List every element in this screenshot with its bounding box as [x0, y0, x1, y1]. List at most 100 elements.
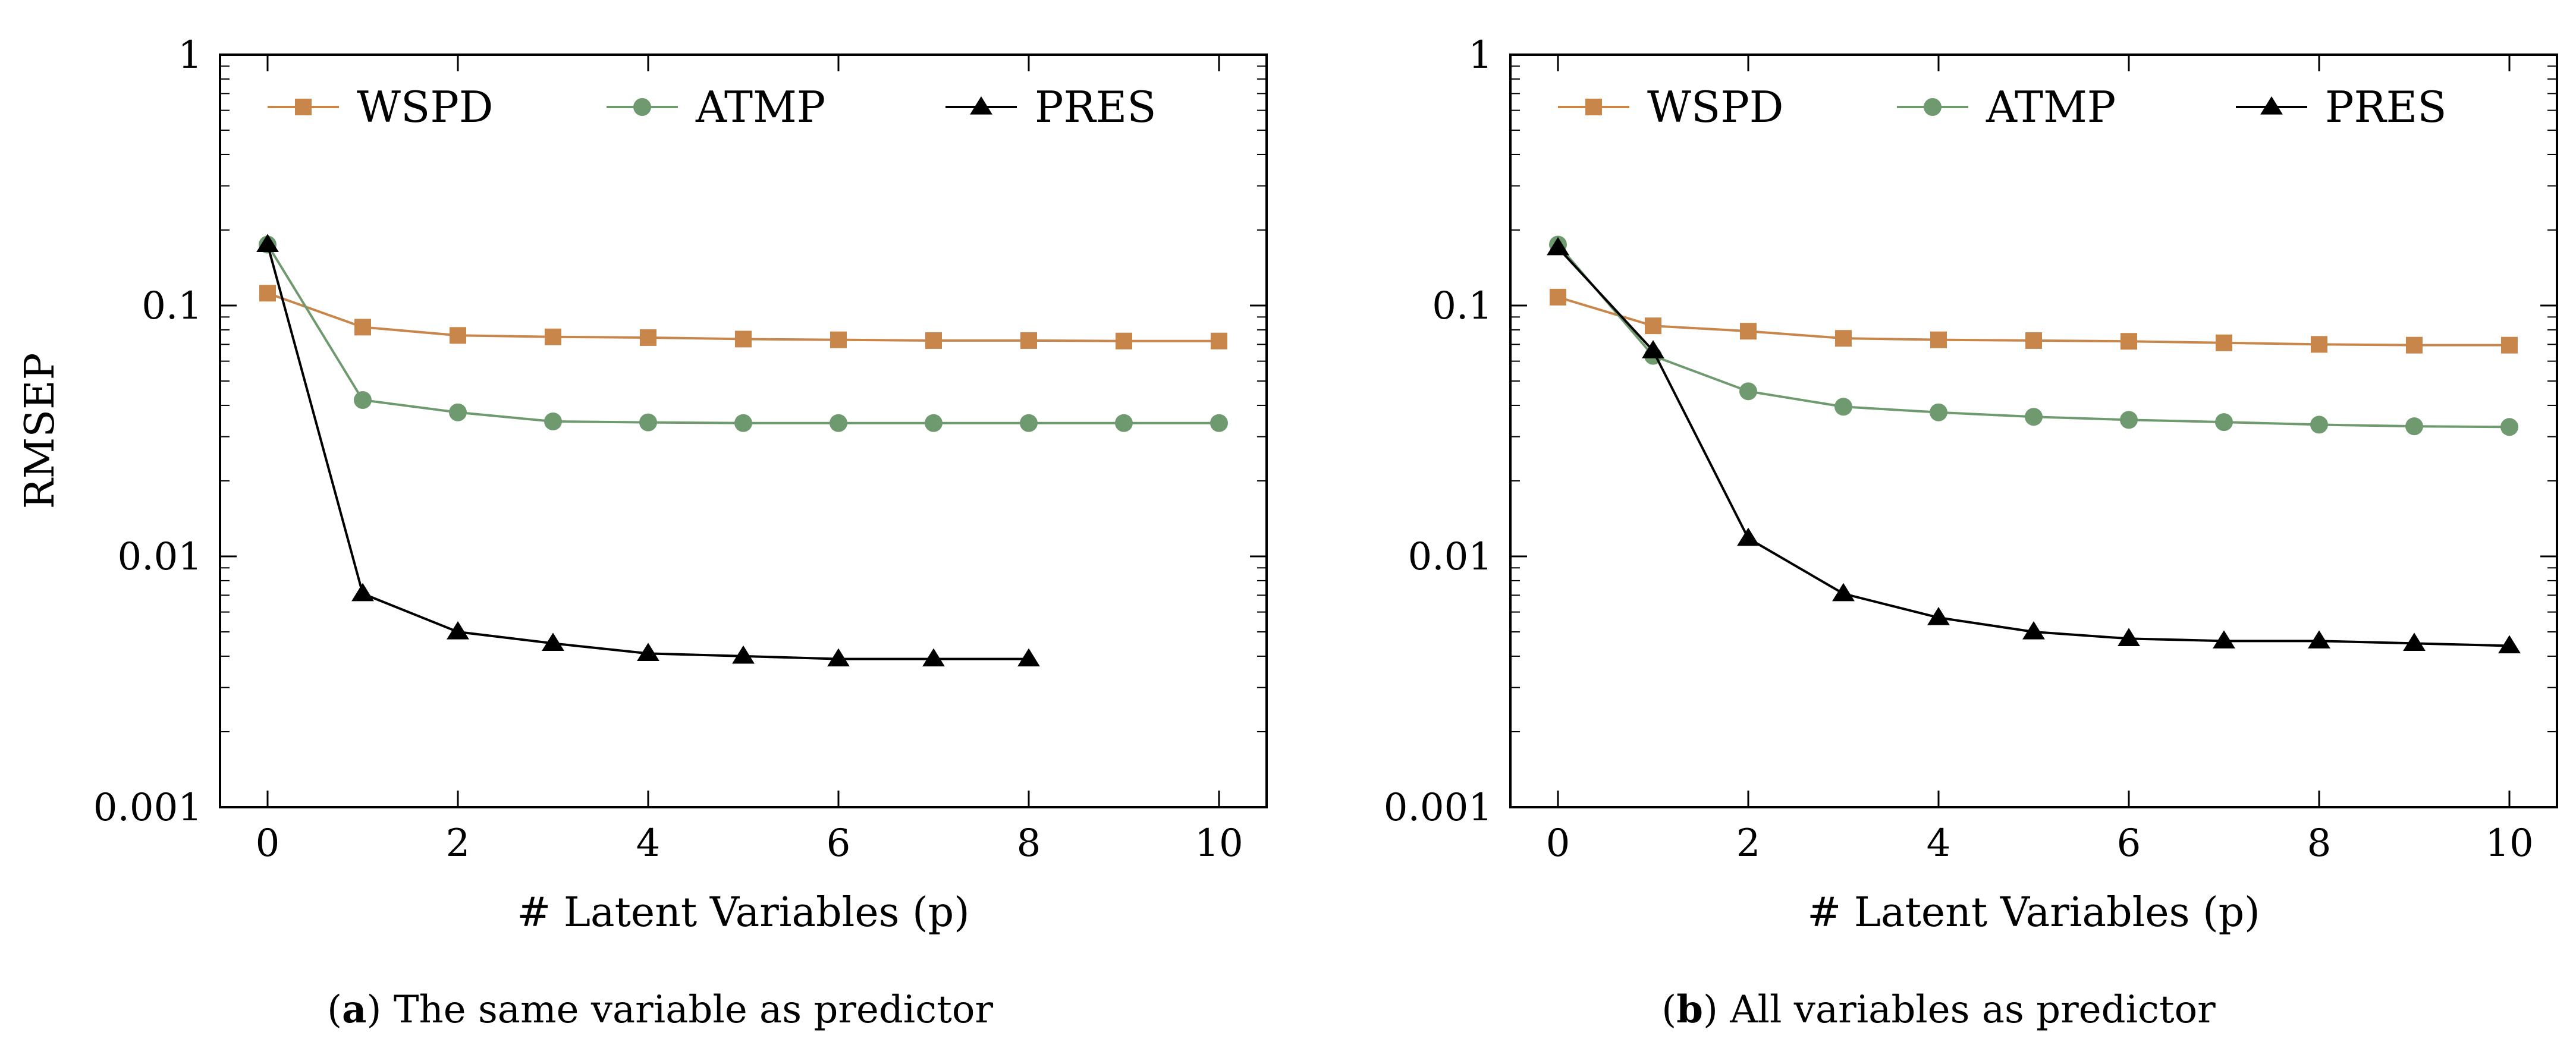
- data-point-atmp: [639, 413, 657, 432]
- data-point-wspd: [1116, 332, 1132, 350]
- panel-caption: (b) All variables as predictor: [1661, 987, 2216, 1032]
- data-point-pres: [256, 234, 279, 253]
- x-axis-label: # Latent Variables (p): [517, 889, 969, 936]
- legend-marker: [295, 99, 312, 115]
- plot-frame: [1509, 53, 2558, 808]
- data-point-pres: [1547, 237, 1569, 256]
- data-point-atmp: [1834, 398, 1852, 416]
- x-axis-label: # Latent Variables (p): [1807, 889, 2260, 936]
- x-tick-label: 4: [1927, 821, 1951, 865]
- data-point-pres: [2403, 632, 2426, 651]
- panel-caption: (a) The same variable as predictor: [327, 987, 993, 1032]
- data-point-atmp: [2405, 417, 2423, 436]
- data-point-wspd: [735, 330, 752, 348]
- data-point-atmp: [2025, 408, 2043, 426]
- y-tick-label: 0.1: [142, 284, 202, 328]
- x-tick-label: 8: [1017, 821, 1041, 865]
- data-point-pres: [922, 648, 945, 667]
- data-point-pres: [1642, 340, 1664, 358]
- data-point-atmp: [830, 414, 847, 432]
- x-tick-label: 0: [256, 821, 280, 865]
- data-point-atmp: [2310, 415, 2328, 434]
- data-point-wspd: [2501, 336, 2518, 354]
- plot-frame: [219, 53, 1268, 808]
- data-point-wspd: [1645, 317, 1661, 335]
- data-point-pres: [1017, 648, 1040, 667]
- data-point-wspd: [1740, 323, 1757, 340]
- x-tick-label: 4: [636, 821, 661, 865]
- data-point-wspd: [2216, 334, 2232, 351]
- data-point-pres: [2308, 630, 2330, 649]
- legend-marker: [970, 96, 992, 115]
- data-point-wspd: [354, 319, 371, 336]
- data-point-atmp: [1210, 414, 1228, 432]
- data-point-pres: [1737, 527, 1760, 546]
- data-point-wspd: [2406, 336, 2423, 354]
- data-point-wspd: [1211, 332, 1227, 350]
- data-point-pres: [1832, 583, 1855, 602]
- y-tick-label: 0.001: [1384, 786, 1493, 830]
- y-tick-label: 1: [1468, 33, 1493, 77]
- data-point-atmp: [544, 413, 562, 431]
- legend-label: WSPD: [357, 82, 494, 132]
- legend-marker: [1585, 99, 1602, 115]
- data-point-atmp: [2120, 411, 2138, 429]
- data-point-wspd: [450, 327, 466, 344]
- caption-letter: b: [1676, 987, 1703, 1032]
- data-point-atmp: [734, 414, 752, 432]
- data-point-wspd: [925, 332, 942, 349]
- data-point-wspd: [2311, 336, 2327, 353]
- x-tick-label: 8: [2307, 821, 2332, 865]
- x-tick-label: 10: [1195, 821, 1243, 865]
- caption-letter: a: [342, 987, 366, 1032]
- legend-marker: [633, 98, 651, 116]
- legend-label: PRES: [1035, 82, 1157, 132]
- data-point-atmp: [1020, 414, 1038, 432]
- x-tick-label: 6: [2117, 821, 2141, 865]
- data-point-pres: [2213, 630, 2235, 649]
- x-tick-label: 10: [2485, 821, 2533, 865]
- data-point-wspd: [830, 331, 847, 348]
- data-point-pres: [447, 621, 469, 640]
- legend-label: PRES: [2325, 82, 2447, 132]
- data-point-wspd: [1020, 332, 1037, 349]
- data-point-pres: [2498, 635, 2521, 654]
- legend-marker: [1924, 98, 1942, 116]
- y-tick-label: 0.001: [93, 786, 202, 830]
- legend-label: WSPD: [1647, 82, 1784, 132]
- data-point-wspd: [259, 285, 276, 302]
- y-tick-label: 0.01: [1408, 535, 1493, 579]
- data-point-atmp: [2500, 418, 2518, 436]
- data-point-pres: [1927, 607, 1950, 625]
- legend-label: ATMP: [695, 82, 825, 132]
- y-axis-label: RMSEP: [17, 353, 64, 509]
- data-point-pres: [827, 648, 850, 667]
- data-point-atmp: [449, 403, 467, 421]
- data-point-wspd: [2025, 332, 2042, 349]
- y-tick-label: 0.1: [1432, 284, 1493, 328]
- legend-marker: [2260, 96, 2283, 115]
- data-point-pres: [637, 643, 659, 662]
- data-point-atmp: [1930, 403, 1947, 421]
- data-point-pres: [2022, 621, 2045, 640]
- x-tick-label: 2: [1736, 821, 1761, 865]
- data-point-pres: [2118, 628, 2140, 646]
- data-point-pres: [351, 583, 374, 602]
- legend-label: ATMP: [1986, 82, 2116, 132]
- y-tick-label: 0.01: [118, 535, 203, 579]
- data-point-wspd: [1930, 331, 1947, 348]
- x-tick-label: 0: [1546, 821, 1570, 865]
- data-point-atmp: [2215, 413, 2233, 432]
- data-point-atmp: [354, 391, 372, 409]
- data-point-wspd: [545, 328, 561, 345]
- y-tick-label: 1: [178, 33, 202, 77]
- data-point-wspd: [1835, 330, 1852, 347]
- data-point-atmp: [1115, 414, 1133, 432]
- data-point-pres: [732, 645, 755, 664]
- x-tick-label: 2: [446, 821, 470, 865]
- data-point-pres: [542, 632, 564, 651]
- data-point-wspd: [2121, 333, 2137, 350]
